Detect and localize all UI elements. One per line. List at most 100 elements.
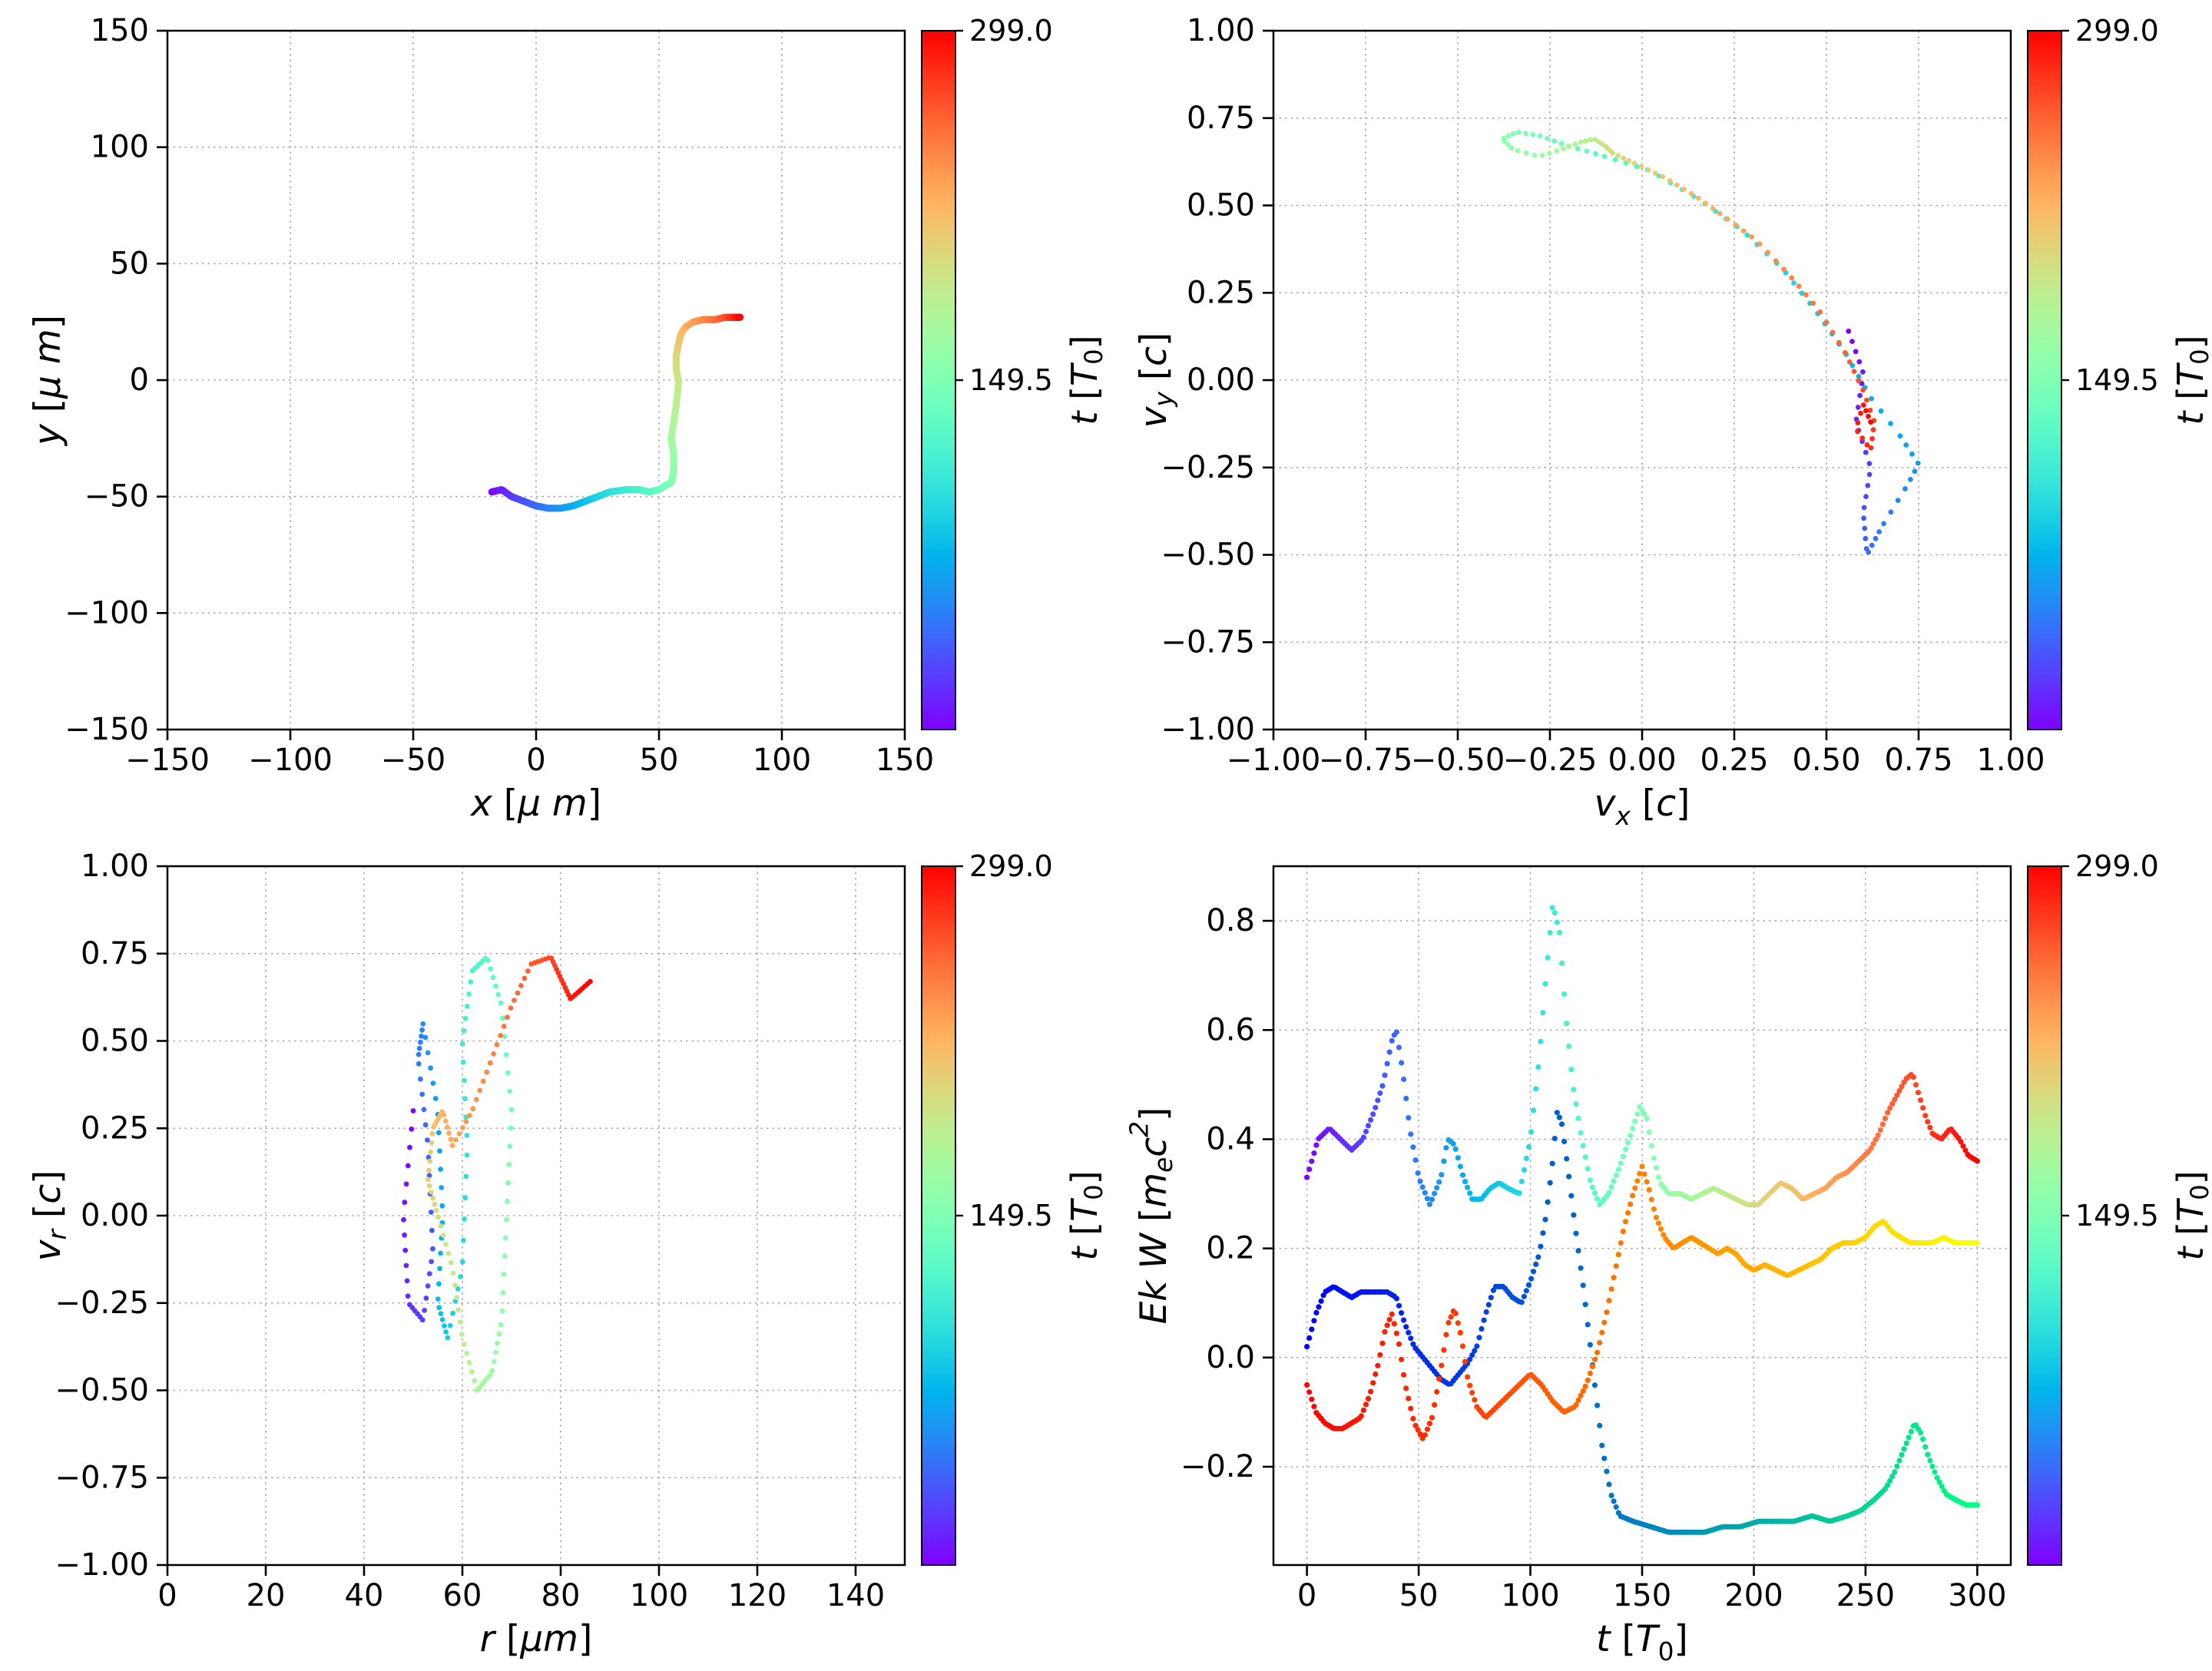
scatter-series [1501,129,1921,555]
x-axis: −1.00−0.75−0.50−0.25 0.00 0.25 0.50 0.75 1.00… [1227,730,2045,831]
svg-text:50: 50 [110,246,149,281]
svg-text:1.00: 1.00 [81,849,149,884]
colorbar: 299.0 149.5 t [T0] [921,14,1106,730]
svg-text:50: 50 [1399,1578,1439,1613]
grid [167,865,905,1566]
svg-text:200: 200 [1724,1578,1783,1613]
svg-text:150: 150 [91,13,149,48]
svg-text:0.50: 0.50 [81,1024,149,1059]
colorbar-tick-label: 299.0 [969,849,1053,883]
svg-text:0.25: 0.25 [1187,275,1255,310]
svg-text:60: 60 [443,1578,482,1613]
svg-text:−50: −50 [84,479,149,515]
colorbar-tick-label: 149.5 [2075,363,2159,397]
svg-text:0.4: 0.4 [1206,1122,1255,1157]
svg-text:0: 0 [526,743,545,778]
svg-text:−0.50: −0.50 [1161,538,1255,573]
y-axis-label: vr [c] [27,1170,72,1262]
svg-text:50: 50 [640,743,679,778]
svg-text:20: 20 [247,1578,286,1613]
x-axis-label: r [μm] [480,1618,593,1660]
svg-text:140: 140 [826,1578,885,1613]
grid [1273,30,2012,730]
svg-text:0: 0 [157,1578,177,1613]
colorbar-tick-label: 149.5 [2075,1199,2159,1233]
series-energy-autumn [1304,1163,1980,1441]
svg-text:150: 150 [876,743,934,778]
colorbar-label: t [T0] [1064,335,1106,425]
y-axis: −150 −100 −50 0 50 100 150 y [μ m] [27,13,167,747]
chart-panel-vx-vy: −1.00−0.75−0.50−0.25 0.00 0.25 0.50 0.75 1.00… [1133,13,2212,831]
svg-text:250: 250 [1836,1578,1895,1613]
svg-text:−0.75: −0.75 [1161,624,1255,660]
svg-text:−0.2: −0.2 [1181,1449,1255,1484]
svg-text:−0.75: −0.75 [1319,743,1413,778]
x-axis: 0 20 40 60 80 100 120 140 r [μm] [157,1565,885,1660]
svg-text:−0.75: −0.75 [55,1460,149,1495]
colorbar-label: t [T0] [2170,335,2212,425]
svg-text:0.25: 0.25 [1700,743,1768,778]
svg-text:−0.25: −0.25 [1503,743,1598,778]
svg-text:0.00: 0.00 [1187,362,1255,398]
svg-text:−0.50: −0.50 [55,1373,149,1408]
svg-text:0.2: 0.2 [1206,1231,1255,1266]
svg-text:100: 100 [1501,1578,1559,1613]
svg-text:120: 120 [728,1578,786,1613]
svg-text:150: 150 [1613,1578,1671,1613]
svg-text:−50: −50 [381,743,445,778]
svg-text:−100: −100 [248,743,333,778]
grid [1273,866,2011,1565]
y-axis-label: y [μ m] [27,315,69,447]
series-velocity-phase [1501,129,1921,555]
colorbar-tick-label: 299.0 [2075,849,2159,883]
y-axis: −0.2 0.0 0.2 0.4 0.6 0.8 Ek W [mec2] [1124,903,1273,1484]
svg-text:−1.00: −1.00 [55,1547,149,1583]
chart-panel-xy-trajectory: −150 −100 −50 0 50 100 150 x [μ m] −150 −100 −50 0 5… [27,13,1107,825]
svg-text:0: 0 [1297,1578,1316,1613]
svg-text:−0.25: −0.25 [55,1286,149,1321]
svg-text:80: 80 [541,1578,581,1613]
colorbar-tick-label: 299.0 [2075,14,2159,48]
colorbar-tick-label: 149.5 [969,1199,1053,1233]
svg-text:0: 0 [130,362,149,398]
x-axis-label: vx [c] [1594,783,1690,831]
svg-text:0.00: 0.00 [1608,743,1676,778]
x-axis: −150 −100 −50 0 50 100 150 x [μ m] [125,730,934,825]
colorbar: 299.0 149.5 t [T0] [921,849,1106,1566]
svg-text:0.0: 0.0 [1206,1340,1255,1375]
colorbar-label: t [T0] [2170,1170,2212,1260]
grid [167,30,906,730]
svg-text:100: 100 [753,743,811,778]
x-axis-label: t [T0] [1596,1618,1688,1666]
scatter-series [488,313,744,512]
svg-text:100: 100 [630,1578,688,1613]
scatter-series [401,955,593,1393]
series-energy-winter [1304,1110,1980,1535]
x-axis-label: x [μ m] [469,783,601,825]
scatter-series [1304,905,1980,1535]
y-axis-label: vy [c] [1133,333,1178,429]
svg-text:−100: −100 [65,595,149,630]
svg-text:−1.00: −1.00 [1161,712,1255,747]
y-axis: −1.00 −0.75 −0.50 −0.25 0.00 0.25 0.50 0.75 1.00… [1133,13,1273,747]
svg-text:−150: −150 [125,743,210,778]
svg-text:−0.25: −0.25 [1161,450,1255,485]
y-axis-label: Ek W [mec2] [1124,1107,1178,1325]
svg-text:0.75: 0.75 [1884,743,1952,778]
svg-text:100: 100 [91,130,149,165]
y-axis: −1.00 −0.75 −0.50 −0.25 0.00 0.25 0.50 0.75 1.00… [27,849,167,1583]
colorbar-label: t [T0] [1064,1170,1106,1260]
chart-panel-ek-vs-t: 0 50 100 150 200 250 300 t [T0] −0.2 0.0 0.2 0.4 0.6… [1124,849,2212,1666]
svg-text:0.75: 0.75 [1187,101,1255,136]
svg-text:−1.00: −1.00 [1227,743,1321,778]
svg-text:0.50: 0.50 [1187,188,1255,223]
svg-text:1.00: 1.00 [1976,743,2045,778]
svg-text:0.50: 0.50 [1792,743,1860,778]
chart-panel-r-vr: 0 20 40 60 80 100 120 140 r [μm] −1.00 −0.75 −0.50 −… [27,849,1107,1660]
series-radial-phase [401,955,593,1393]
svg-text:0.8: 0.8 [1206,903,1255,938]
svg-text:−150: −150 [65,712,149,747]
svg-text:40: 40 [345,1578,384,1613]
x-axis: 0 50 100 150 200 250 300 t [T0] [1297,1565,2007,1666]
